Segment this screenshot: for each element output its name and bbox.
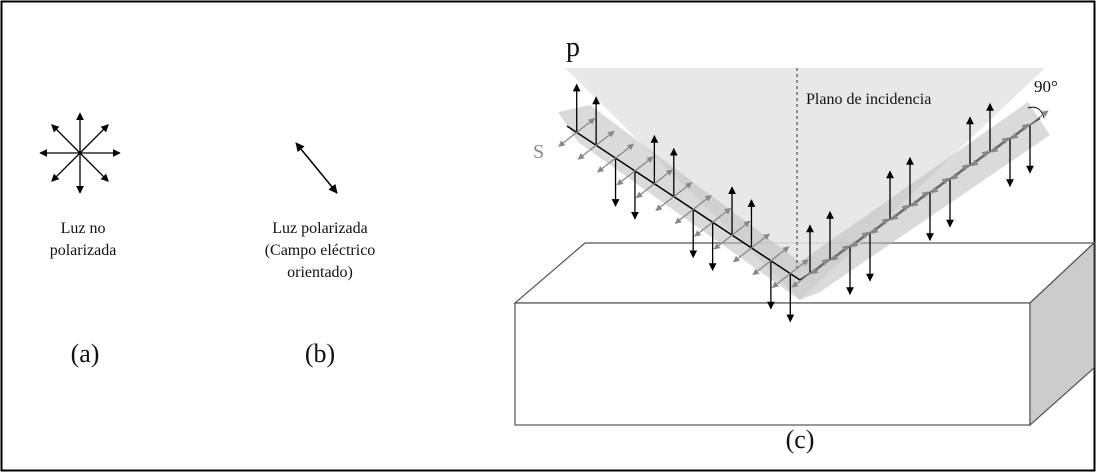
s-label: S [533,141,544,163]
p-label: p [566,32,580,63]
figure: Luz no polarizada (a) Luz polarizada (Ca… [0,0,1096,472]
arrow [52,153,80,181]
unpolarized-arrows [40,113,120,193]
angle-label: 90° [1034,77,1058,96]
caption: (b) [305,339,335,368]
caption: (c) [786,425,815,454]
polarized-arrow [296,143,337,193]
plane-label: Plano de incidencia [806,91,931,108]
label: Luz polarizada [272,220,368,237]
label: Luz no [61,220,106,237]
caption: (a) [71,339,100,368]
label: orientado) [287,264,353,281]
arrow [80,125,108,153]
arrow [52,125,80,153]
label: (Campo eléctrico [265,242,376,259]
label: polarizada [50,242,117,259]
arrow [80,153,108,181]
